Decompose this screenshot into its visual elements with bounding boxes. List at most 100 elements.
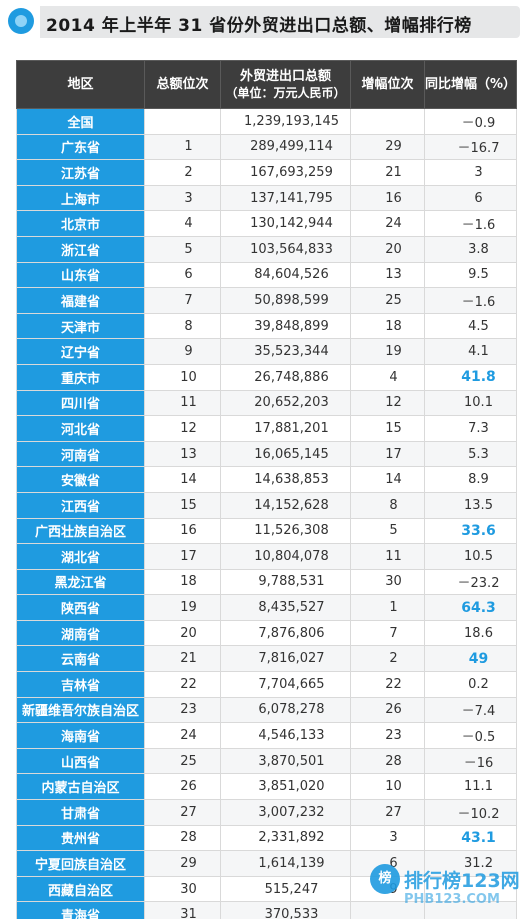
region-cell: 重庆市 [16,363,145,391]
table-row: 湖南省 20 7,876,806 7 18.6 [16,619,517,647]
total-rank-cell: 10 [144,363,221,391]
growth-cell: 31.2 [424,850,517,877]
growth-rank-cell: 6 [350,850,425,877]
total-cell: 2,331,892 [220,824,351,852]
total-rank-cell: 29 [144,850,221,877]
growth-rank-cell: 20 [350,235,425,263]
header-total-rank: 总额位次 [144,60,221,109]
table-row: 广西壮族自治区 16 11,526,308 5 33.6 [16,517,517,545]
growth-cell: 41.8 [424,363,517,391]
table-row: 福建省 7 50,898,599 25 －1.6 [16,287,517,314]
growth-rank-cell: 2 [350,645,425,673]
region-cell: 山西省 [16,747,145,775]
total-cell: 8,435,527 [220,594,351,621]
table-row: 北京市 4 130,142,944 24 －1.6 [16,210,517,237]
growth-rank-cell: 21 [350,159,425,186]
total-cell: 167,693,259 [220,159,351,186]
growth-rank-cell: 8 [350,491,425,519]
total-rank-cell: 17 [144,543,221,570]
region-cell: 河北省 [16,415,145,442]
growth-rank-cell: 15 [350,415,425,442]
total-rank-cell: 16 [144,517,221,545]
growth-cell: 6 [424,184,517,212]
growth-cell: 43.1 [424,824,517,852]
total-rank-cell: 11 [144,389,221,417]
growth-cell: －7.4 [424,696,517,724]
total-rank-cell: 5 [144,235,221,263]
growth-cell: 11.1 [424,773,517,801]
header-total: 外贸进出口总额 （单位：万元人民币） [220,60,351,109]
total-rank-cell: 28 [144,824,221,852]
total-rank-cell: 4 [144,210,221,237]
total-rank-cell: 9 [144,338,221,365]
growth-cell: 33.6 [424,517,517,545]
growth-rank-cell: 17 [350,440,425,468]
region-cell: 贵州省 [16,824,145,852]
table-row: 上海市 3 137,141,795 16 6 [16,184,517,212]
growth-rank-cell: 13 [350,261,425,289]
total-cell: 515,247 [220,875,351,903]
growth-cell: －1.6 [424,210,517,237]
table-row: 黑龙江省 18 9,788,531 30 －23.2 [16,568,517,596]
table-row: 河南省 13 16,065,145 17 5.3 [16,440,517,468]
growth-cell: 7.3 [424,415,517,442]
title-bullet-icon [8,8,34,34]
growth-cell: 4.1 [424,338,517,365]
growth-cell: －16.7 [424,133,517,161]
total-rank-cell: 18 [144,568,221,596]
total-rank-cell: 30 [144,875,221,903]
table-row: 全国 1,239,193,145 －0.9 [16,108,517,135]
total-rank-cell: 23 [144,696,221,724]
total-rank-cell: 6 [144,261,221,289]
ranking-table: 地区 总额位次 外贸进出口总额 （单位：万元人民币） 增幅位次 同比增幅（%） … [16,60,517,919]
total-rank-cell: 14 [144,466,221,493]
total-cell: 6,078,278 [220,696,351,724]
table-row: 湖北省 17 10,804,078 11 10.5 [16,543,517,570]
table-row: 山西省 25 3,870,501 28 －16 [16,747,517,775]
total-cell: 20,652,203 [220,389,351,417]
region-cell: 天津市 [16,312,145,340]
region-cell: 内蒙古自治区 [16,773,145,801]
total-rank-cell: 13 [144,440,221,468]
total-cell: 14,152,628 [220,491,351,519]
title-band [40,6,520,38]
total-cell: 3,870,501 [220,747,351,775]
growth-rank-cell: 26 [350,696,425,724]
growth-cell: 8.9 [424,466,517,493]
growth-rank-cell: 19 [350,338,425,365]
total-cell: 4,546,133 [220,722,351,749]
total-rank-cell: 3 [144,184,221,212]
growth-rank-cell: 30 [350,568,425,596]
header-growth-rank: 增幅位次 [350,60,425,109]
region-cell: 甘肃省 [16,799,145,826]
header-total-unit: （单位：万元人民币） [225,85,346,100]
region-cell: 西藏自治区 [16,875,145,903]
table-row: 广东省 1 289,499,114 29 －16.7 [16,133,517,161]
table-row: 新疆维吾尔族自治区 23 6,078,278 26 －7.4 [16,696,517,724]
growth-cell: 10.1 [424,389,517,417]
region-cell: 四川省 [16,389,145,417]
header-region: 地区 [16,60,145,109]
region-cell: 山东省 [16,261,145,289]
growth-cell: －16 [424,747,517,775]
table-row: 陕西省 19 8,435,527 1 64.3 [16,594,517,621]
total-rank-cell [144,108,221,135]
watermark-sub: PHB123.COM [404,892,500,907]
total-rank-cell: 21 [144,645,221,673]
table-row: 甘肃省 27 3,007,232 27 －10.2 [16,799,517,826]
growth-cell: 0.2 [424,671,517,698]
region-cell: 吉林省 [16,671,145,698]
table-row: 宁夏回族自治区 29 1,614,139 6 31.2 [16,850,517,877]
total-cell: 3,851,020 [220,773,351,801]
total-cell: 35,523,344 [220,338,351,365]
growth-cell: 49 [424,645,517,673]
total-rank-cell: 27 [144,799,221,826]
header-growth: 同比增幅（%） [424,60,517,109]
total-rank-cell: 19 [144,594,221,621]
growth-cell: 9.5 [424,261,517,289]
region-cell: 河南省 [16,440,145,468]
region-cell: 宁夏回族自治区 [16,850,145,877]
growth-rank-cell: 16 [350,184,425,212]
title-bar: 2014 年上半年 31 省份外贸进出口总额、增幅排行榜 [0,0,532,60]
growth-cell: －1.6 [424,287,517,314]
